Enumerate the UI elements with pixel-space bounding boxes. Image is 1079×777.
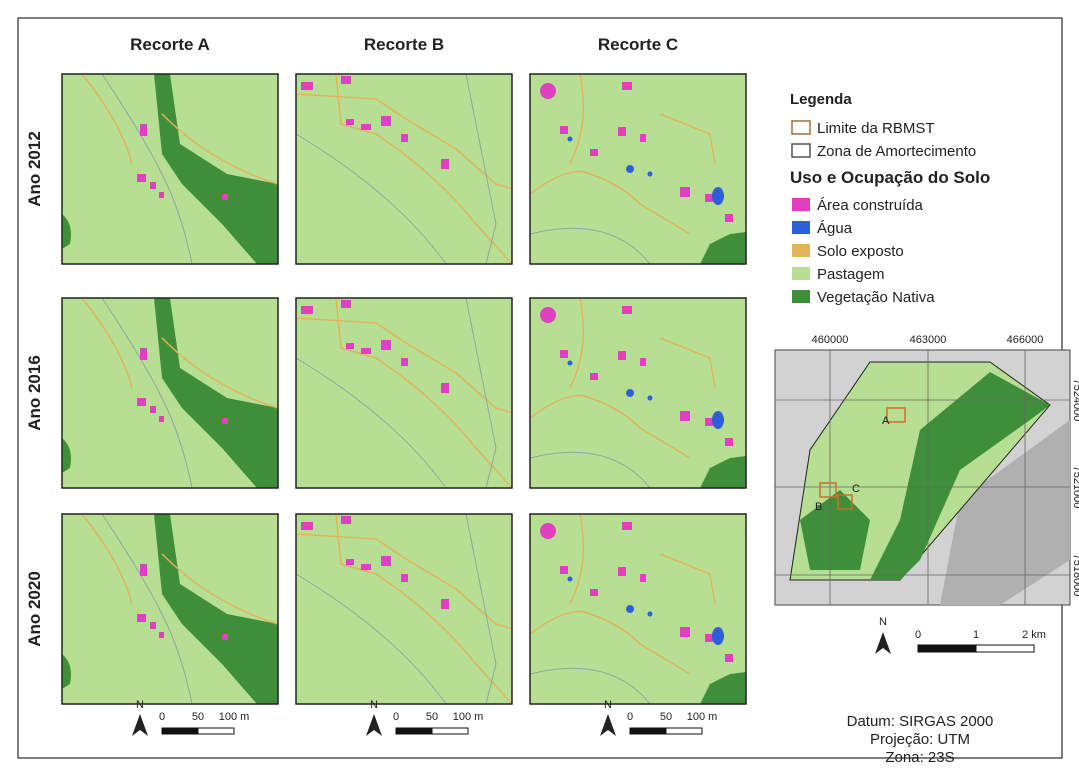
column-header: Recorte B [364, 35, 444, 54]
north-label: N [370, 699, 378, 711]
legend-label: Zona de Amortecimento [817, 143, 976, 160]
scale-bar [162, 728, 198, 734]
map-panel [62, 514, 278, 704]
map-panel [530, 74, 746, 264]
legend-title: Legenda [790, 91, 852, 108]
legend-label: Vegetação Nativa [817, 289, 935, 306]
map-panel [62, 74, 278, 264]
y-coord: 7518000 [1071, 554, 1079, 597]
panels: Recorte A N 0 50 100 m Recorte B N 0 50 100 m Reco… [25, 35, 746, 736]
legend-swatch [792, 144, 810, 157]
north-label: N [136, 699, 144, 711]
row-header: Ano 2016 [25, 355, 44, 431]
zone: Zona: 23S [885, 749, 954, 766]
legend-label: Água [817, 220, 853, 237]
north-label: N [879, 616, 887, 628]
scale-label: 0 [915, 629, 921, 641]
inset-label: A [882, 415, 890, 427]
scale-label: 0 [159, 711, 165, 723]
map-panel [62, 298, 278, 488]
legend-swatch [792, 290, 810, 303]
legend-label: Área construída [817, 197, 924, 214]
legend-label: Solo exposto [817, 243, 904, 260]
projection: Projeção: UTM [870, 731, 970, 748]
scale-bar [396, 728, 432, 734]
legend-swatch [792, 198, 810, 211]
column-header: Recorte C [598, 35, 678, 54]
north-arrow [875, 632, 891, 654]
row-header: Ano 2020 [25, 571, 44, 647]
legend-swatch [792, 244, 810, 257]
x-coord: 460000 [812, 334, 849, 346]
legend-swatch [792, 121, 810, 134]
row-header: Ano 2012 [25, 131, 44, 207]
north-arrow [600, 714, 616, 736]
scale-label: 100 m [219, 711, 250, 723]
scale-bar [630, 728, 666, 734]
legend-swatch [792, 267, 810, 280]
scale-label: 100 m [687, 711, 718, 723]
legend-label: Limite da RBMST [817, 120, 935, 137]
scale-bar [666, 728, 702, 734]
legend-classes: Área construída Água Solo exposto Pastagem V… [792, 197, 935, 306]
scale-label: 50 [192, 711, 204, 723]
map-panel [530, 514, 746, 704]
map-panel [530, 298, 746, 488]
scale-label: 2 km [1022, 629, 1046, 641]
inset-map [775, 350, 1070, 605]
scale-label: 0 [393, 711, 399, 723]
legend-subtitle: Uso e Ocupação do Solo [790, 168, 990, 187]
map-panel [296, 74, 512, 264]
y-coord: 7524000 [1071, 379, 1079, 422]
map-panel [296, 298, 512, 488]
scale-label: 100 m [453, 711, 484, 723]
scale-bar [976, 645, 1034, 652]
scale-label: 0 [627, 711, 633, 723]
north-label: N [604, 699, 612, 711]
legend-swatch [792, 221, 810, 234]
column-header: Recorte A [130, 35, 210, 54]
map-panel [296, 514, 512, 704]
scale-bar [432, 728, 468, 734]
scale-bar [198, 728, 234, 734]
x-coord: 463000 [910, 334, 947, 346]
y-coord: 7521000 [1071, 466, 1079, 509]
north-arrow [132, 714, 148, 736]
scale-bar [918, 645, 976, 652]
figure: Recorte A N 0 50 100 m Recorte B N 0 50 100 m Reco… [0, 0, 1079, 772]
scale-label: 1 [973, 629, 979, 641]
inset-label: B [815, 501, 822, 513]
inset-label: C [852, 483, 860, 495]
scale-label: 50 [426, 711, 438, 723]
datum: Datum: SIRGAS 2000 [847, 713, 994, 730]
north-arrow [366, 714, 382, 736]
x-coord: 466000 [1007, 334, 1044, 346]
legend-label: Pastagem [817, 266, 885, 283]
scale-label: 50 [660, 711, 672, 723]
